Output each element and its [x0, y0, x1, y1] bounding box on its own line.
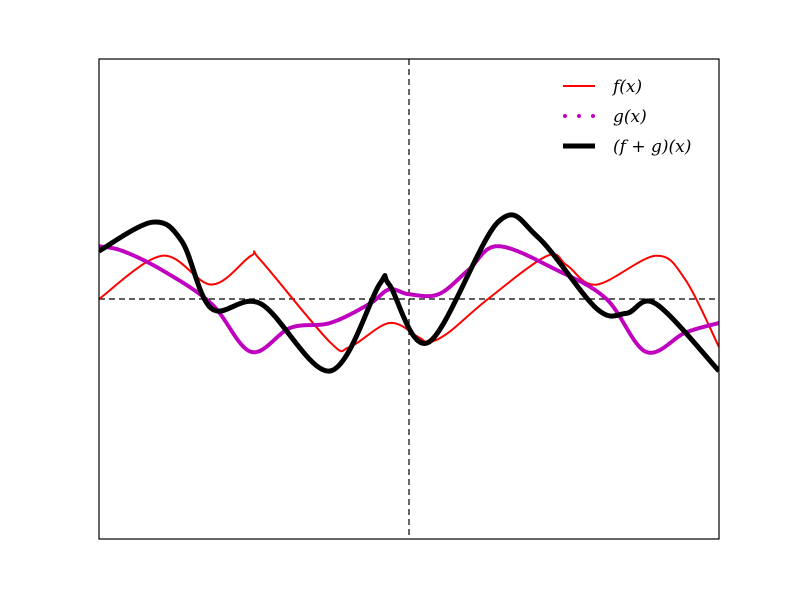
legend-label-f-g-x: (f + g)(x) — [613, 137, 691, 157]
series-line-f-g-x — [99, 212, 719, 374]
plot-frame — [98, 58, 720, 540]
series-line-f-x — [99, 250, 719, 353]
plot-lines — [99, 59, 719, 539]
legend-label-f-x: f(x) — [611, 77, 642, 97]
legend-marker-g-x-0 — [563, 114, 567, 118]
legend-marker-g-x-2 — [591, 114, 595, 118]
series-line-g-x — [99, 244, 719, 355]
legend-label-g-x: g(x) — [613, 107, 647, 127]
legend: f(x) g(x) (f + g)(x) — [563, 77, 691, 157]
legend-marker-g-x-1 — [577, 114, 581, 118]
